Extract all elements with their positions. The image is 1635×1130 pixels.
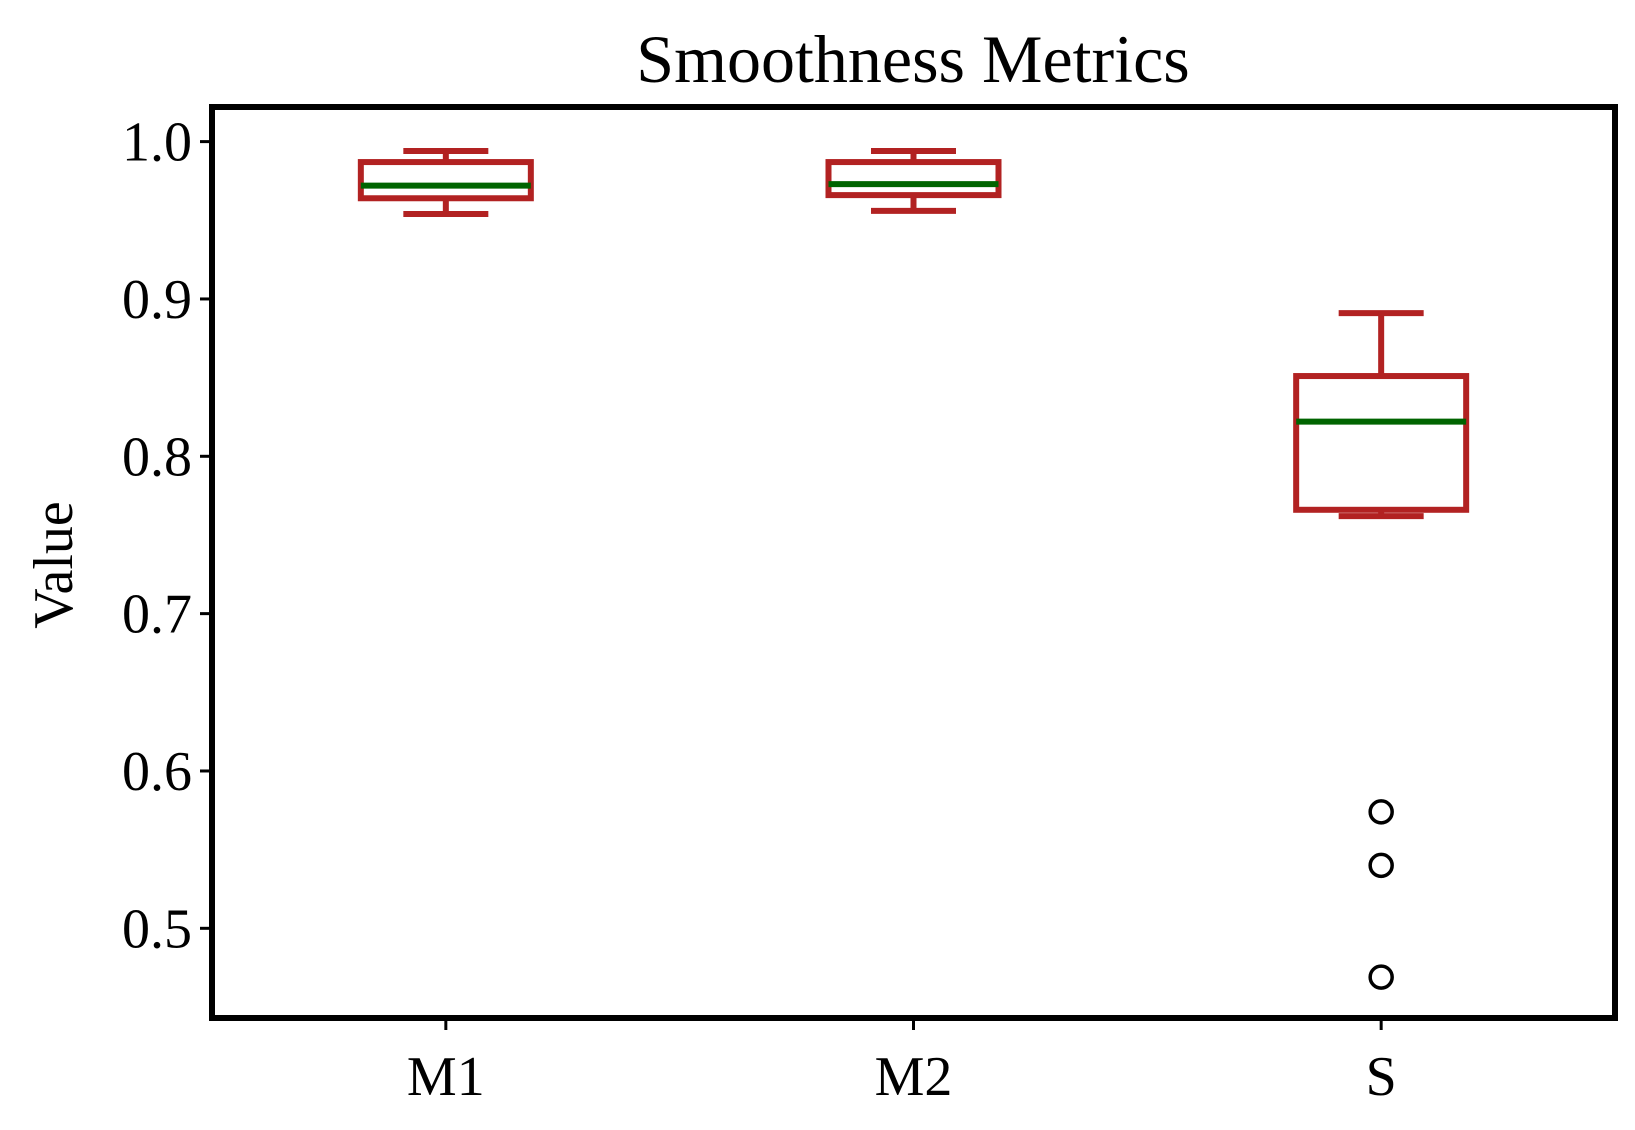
outlier-point [1368, 799, 1394, 825]
y-axis: 0.5 0.6 0.7 0.8 0.9 1.0 [122, 112, 212, 960]
y-tick-label: 0.8 [122, 426, 192, 488]
x-tick-label: M2 [875, 1046, 953, 1108]
x-axis: M1 M2 S [407, 1018, 1397, 1108]
y-tick-label: 1.0 [122, 112, 192, 174]
x-tick-label: S [1366, 1046, 1397, 1108]
y-axis-label: Value [23, 501, 85, 629]
box-iqr [357, 159, 534, 202]
outlier-point [1368, 852, 1394, 879]
outlier-point [1368, 964, 1394, 990]
box-iqr [825, 159, 1002, 199]
box-m2 [825, 148, 1002, 214]
y-tick-label: 0.5 [122, 898, 192, 960]
box-iqr [1293, 373, 1470, 513]
box-s [1293, 310, 1470, 990]
chart-title: Smoothness Metrics [636, 21, 1189, 97]
plot-frame [209, 104, 1618, 1021]
y-tick-label: 0.9 [122, 269, 192, 331]
y-tick-label: 0.6 [122, 741, 192, 803]
box-m1 [357, 148, 534, 217]
y-tick-label: 0.7 [122, 584, 192, 646]
x-tick-label: M1 [407, 1046, 485, 1108]
boxes-group [357, 148, 1470, 990]
